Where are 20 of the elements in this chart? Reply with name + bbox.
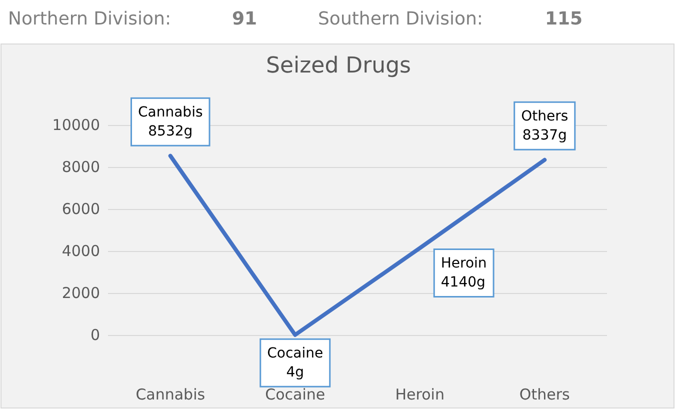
line-series	[168, 154, 547, 337]
data-label: Others 8337g	[521, 108, 568, 144]
x-tick-label: Others	[519, 386, 570, 404]
y-tick-label: 10000	[52, 116, 100, 134]
text: Northern Division:	[8, 8, 172, 30]
y-tick-label: 0	[90, 326, 100, 344]
data-label: Cannabis 8532g	[138, 104, 203, 140]
text: 91	[232, 8, 258, 30]
x-tick-label: Cannabis	[136, 386, 206, 404]
x-tick-label: Cocaine	[265, 386, 326, 404]
y-tick-label: 8000	[62, 158, 100, 176]
text: Southern Division:	[318, 8, 483, 30]
chart-title: Seized Drugs	[266, 54, 412, 78]
y-tick-label: 2000	[62, 284, 100, 302]
y-tick-label: 4000	[62, 242, 100, 260]
data-label: Cocaine 4g	[267, 345, 324, 380]
x-tick-label: Heroin	[395, 386, 444, 404]
y-tick-label: 6000	[62, 200, 100, 218]
text: 115	[545, 8, 583, 30]
data-label: Heroin 4140g	[440, 256, 487, 291]
